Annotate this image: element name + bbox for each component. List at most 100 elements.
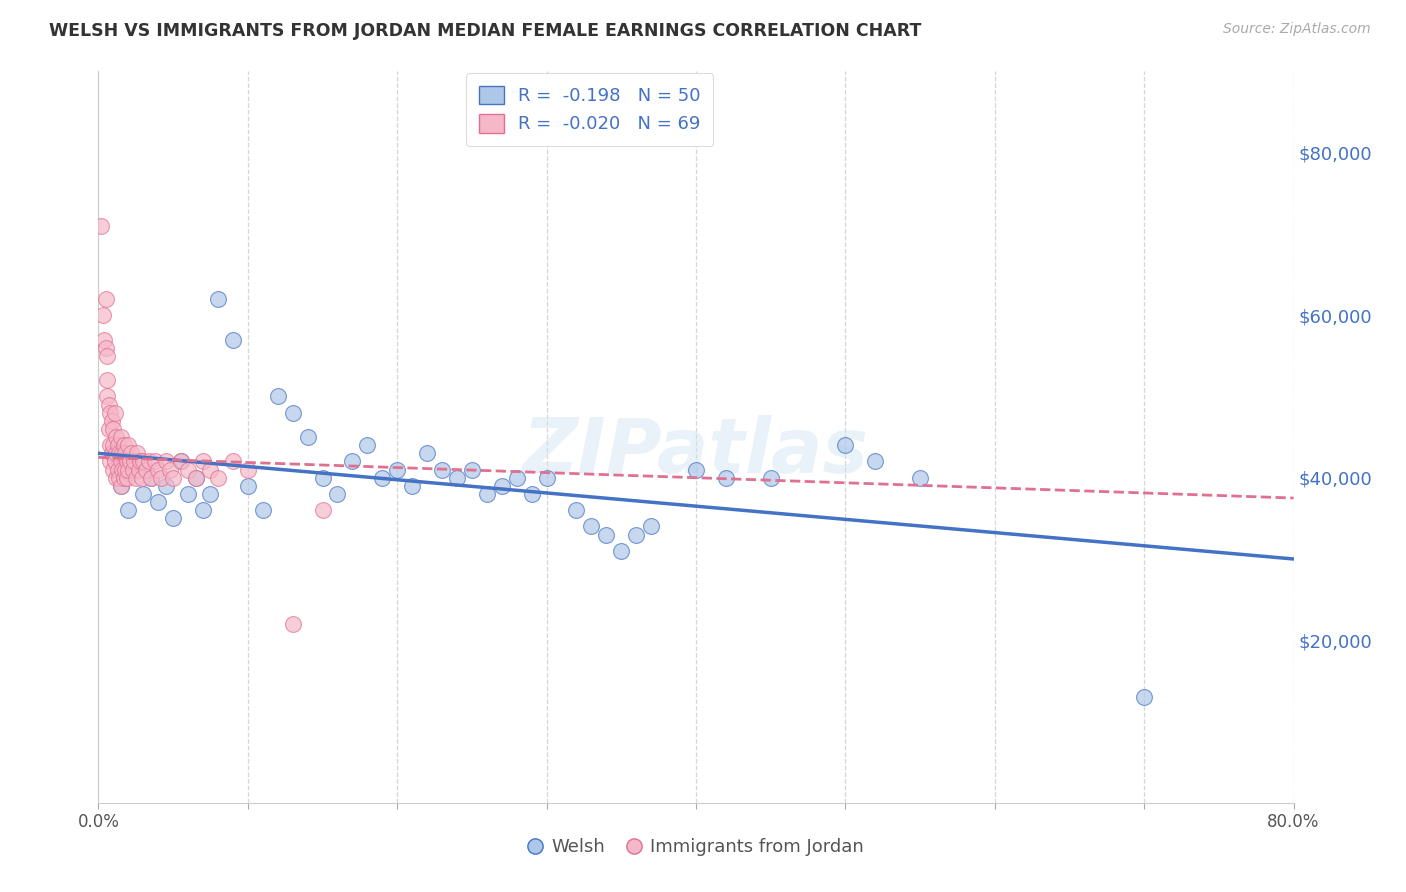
Text: WELSH VS IMMIGRANTS FROM JORDAN MEDIAN FEMALE EARNINGS CORRELATION CHART: WELSH VS IMMIGRANTS FROM JORDAN MEDIAN F… [49,22,921,40]
Text: ZIPatlas: ZIPatlas [523,415,869,489]
Point [115,471,138,485]
Point [96,373,118,387]
Point [101,446,124,460]
Point [110,454,132,468]
Point [162,511,184,525]
Point [908,471,931,485]
Point [125,471,148,485]
Point [581,519,603,533]
Point [117,503,139,517]
Point [565,503,588,517]
Point [148,462,170,476]
Point [108,471,131,485]
Point [105,430,128,444]
Point [446,471,468,485]
Point [107,438,129,452]
Point [506,471,529,485]
Point [595,527,617,541]
Point [138,454,160,468]
Point [98,438,122,452]
Point [108,446,131,460]
Point [131,471,153,485]
Point [103,462,125,476]
Point [143,454,166,468]
Point [342,454,364,468]
Point [1133,690,1156,705]
Point [98,406,122,420]
Point [191,454,214,468]
Point [110,479,132,493]
Point [536,471,558,485]
Point [236,462,259,476]
Point [94,341,117,355]
Point [114,446,136,460]
Point [191,503,214,517]
Point [110,479,132,493]
Point [97,422,120,436]
Point [177,462,200,476]
Point [124,454,146,468]
Point [200,462,222,476]
Point [104,406,127,420]
Point [127,446,149,460]
Point [281,617,304,632]
Point [207,292,229,306]
Point [236,479,259,493]
Point [93,333,115,347]
Point [97,398,120,412]
Point [148,495,170,509]
Point [371,471,394,485]
Point [461,462,484,476]
Point [207,471,229,485]
Point [252,503,274,517]
Point [111,462,134,476]
Point [128,462,150,476]
Point [103,438,125,452]
Point [117,438,139,452]
Point [222,454,245,468]
Point [267,389,290,403]
Point [865,454,887,468]
Point [129,454,152,468]
Point [326,487,349,501]
Point [91,308,114,322]
Point [111,446,134,460]
Point [297,430,319,444]
Point [139,471,162,485]
Point [385,462,409,476]
Point [162,471,184,485]
Point [169,454,191,468]
Point [112,438,135,452]
Point [103,422,125,436]
Point [222,333,245,347]
Point [118,454,141,468]
Point [311,471,333,485]
Point [105,446,128,460]
Point [90,219,112,233]
Point [94,292,117,306]
Point [401,479,423,493]
Point [132,487,155,501]
Point [177,487,200,501]
Point [475,487,498,501]
Point [759,471,782,485]
Point [135,462,157,476]
Point [159,462,181,476]
Point [640,519,662,533]
Point [430,462,453,476]
Point [101,414,124,428]
Point [105,471,128,485]
Legend: Welsh, Immigrants from Jordan: Welsh, Immigrants from Jordan [520,830,872,863]
Point [184,471,207,485]
Point [120,446,142,460]
Point [520,487,543,501]
Point [121,462,143,476]
Point [103,446,125,460]
Point [155,454,177,468]
Point [281,406,304,420]
Point [491,479,513,493]
Point [104,454,127,468]
Text: Source: ZipAtlas.com: Source: ZipAtlas.com [1223,22,1371,37]
Point [107,462,129,476]
Point [139,471,162,485]
